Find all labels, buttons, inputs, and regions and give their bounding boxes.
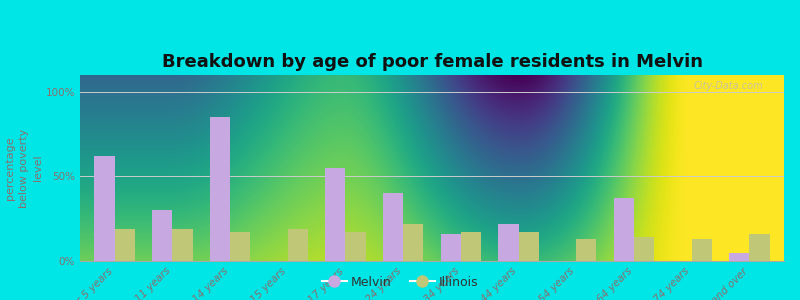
Bar [692, 239, 712, 261]
Bar [498, 224, 518, 261]
Bar [750, 234, 770, 261]
Legend: Melvin, Illinois: Melvin, Illinois [317, 271, 483, 294]
Bar [729, 253, 750, 261]
Bar [288, 229, 308, 261]
Bar [326, 168, 346, 261]
Bar [403, 224, 423, 261]
Bar [614, 198, 634, 261]
Bar [152, 210, 172, 261]
Bar [114, 229, 135, 261]
Bar [346, 232, 366, 261]
Bar [576, 239, 597, 261]
Bar [518, 232, 538, 261]
Bar [441, 234, 461, 261]
Title: Breakdown by age of poor female residents in Melvin: Breakdown by age of poor female resident… [162, 53, 702, 71]
Bar [383, 194, 403, 261]
Bar [172, 229, 193, 261]
Y-axis label: percentage
below poverty
level: percentage below poverty level [5, 128, 43, 208]
Bar [230, 232, 250, 261]
Bar [94, 156, 114, 261]
Bar [210, 117, 230, 261]
Bar [461, 232, 481, 261]
Text: City-Data.com: City-Data.com [694, 81, 763, 91]
Bar [634, 237, 654, 261]
